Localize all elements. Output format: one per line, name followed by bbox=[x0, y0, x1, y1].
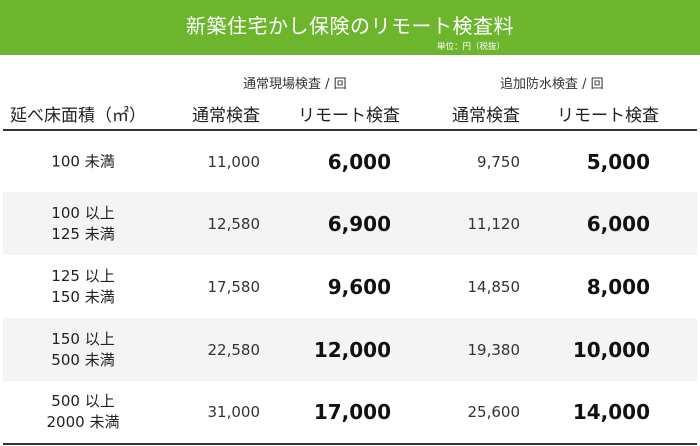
onsite-remote-price: 9,600 bbox=[327, 274, 391, 299]
onsite-remote-price: 6,000 bbox=[327, 149, 391, 174]
floor-area-line: 500 以上 bbox=[51, 392, 115, 410]
header-onsite-remote: リモート検査 bbox=[298, 106, 400, 126]
floor-area-cell: 100 以上 125 未満 bbox=[3, 203, 163, 245]
header-water-normal: 通常検査 bbox=[452, 106, 520, 126]
water-normal-price: 11,120 bbox=[467, 214, 521, 233]
water-remote-price: 14,000 bbox=[572, 400, 650, 424]
onsite-remote-price: 17,000 bbox=[313, 400, 391, 424]
table-row: 100 以上 125 未満 12,580 6,900 11,120 6,000 bbox=[3, 192, 697, 255]
table-row: 150 以上 500 未満 22,580 12,000 19,380 10,000 bbox=[3, 318, 697, 381]
floor-area-line: 500 未満 bbox=[51, 350, 115, 369]
floor-area-line: 125 未満 bbox=[51, 224, 115, 243]
floor-area-cell: 125 以上 150 未満 bbox=[3, 266, 163, 308]
floor-area-cell: 150 以上 500 未満 bbox=[3, 329, 163, 371]
group-header-waterproof: 追加防水検査 / 回 bbox=[500, 77, 604, 92]
water-remote-price: 5,000 bbox=[586, 149, 650, 174]
onsite-remote-price: 6,900 bbox=[327, 211, 391, 236]
header-water-remote: リモート検査 bbox=[557, 106, 659, 126]
header-onsite-normal: 通常検査 bbox=[192, 106, 260, 126]
onsite-normal-price: 11,000 bbox=[207, 152, 261, 171]
water-remote-price: 6,000 bbox=[586, 211, 650, 236]
onsite-normal-price: 22,580 bbox=[207, 340, 261, 359]
header-floor-area: 延べ床面積（㎡） bbox=[10, 106, 146, 126]
floor-area-cell: 100 未満 bbox=[3, 151, 163, 172]
water-normal-price: 9,750 bbox=[477, 152, 520, 171]
table-row: 500 以上 2000 未満 31,000 17,000 25,600 14,000 bbox=[3, 381, 697, 443]
onsite-remote-price: 12,000 bbox=[313, 337, 391, 362]
onsite-normal-price: 12,580 bbox=[207, 214, 261, 233]
water-normal-price: 14,850 bbox=[467, 277, 521, 296]
floor-area-line: 100 未満 bbox=[51, 152, 115, 170]
table-row: 100 未満 11,000 6,000 9,750 5,000 bbox=[3, 131, 697, 192]
group-header-onsite: 通常現場検査 / 回 bbox=[243, 77, 347, 92]
floor-area-line: 150 未満 bbox=[51, 287, 115, 306]
water-normal-price: 19,380 bbox=[467, 340, 521, 359]
water-remote-price: 8,000 bbox=[586, 274, 650, 299]
table-row: 125 以上 150 未満 17,580 9,600 14,850 8,000 bbox=[3, 255, 697, 318]
water-remote-price: 10,000 bbox=[572, 337, 650, 362]
floor-area-cell: 500 以上 2000 未満 bbox=[3, 391, 163, 433]
onsite-normal-price: 31,000 bbox=[207, 403, 261, 421]
bottom-divider bbox=[3, 443, 697, 445]
unit-note: 単位：円（税抜） bbox=[437, 42, 506, 52]
onsite-normal-price: 17,580 bbox=[207, 277, 261, 296]
floor-area-line: 2000 未満 bbox=[46, 413, 120, 431]
floor-area-line: 150 以上 bbox=[51, 329, 115, 348]
page-title: 新築住宅かし保険のリモート検査料 bbox=[186, 14, 514, 38]
floor-area-line: 125 以上 bbox=[51, 266, 115, 285]
floor-area-line: 100 以上 bbox=[51, 203, 115, 222]
title-banner: 新築住宅かし保険のリモート検査料 単位：円（税抜） bbox=[0, 0, 700, 55]
header-divider bbox=[3, 129, 697, 131]
water-normal-price: 25,600 bbox=[467, 403, 521, 421]
